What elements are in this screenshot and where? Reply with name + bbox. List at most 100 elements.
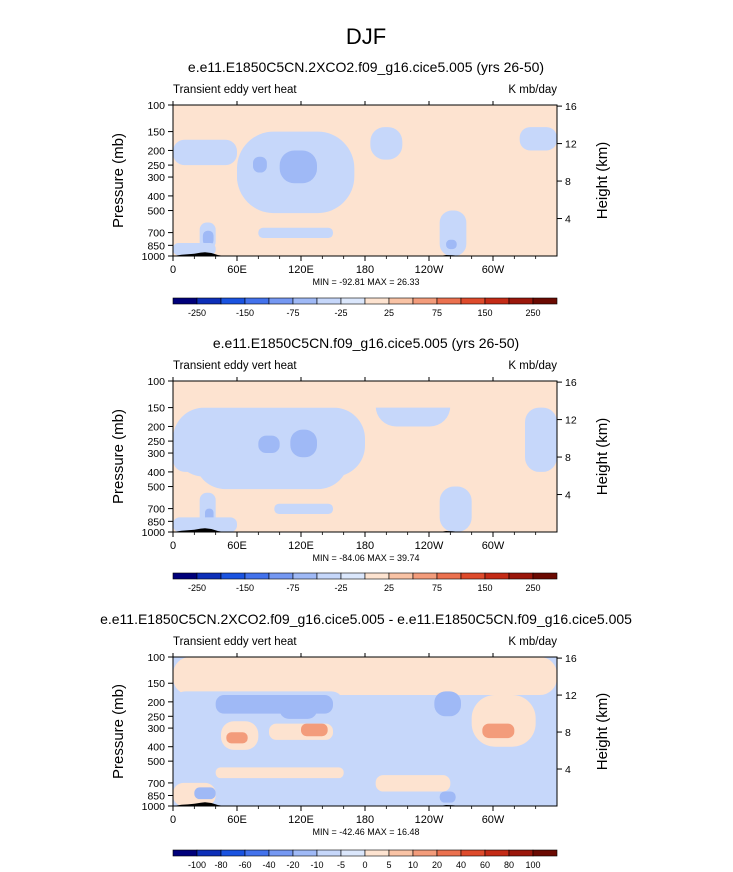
- colorbar-box: [388, 297, 414, 305]
- colorbar-label: 150: [477, 583, 492, 593]
- contour-region-13: [525, 407, 557, 472]
- colorbar-box: [412, 849, 438, 857]
- contour-region-13: [482, 723, 515, 739]
- contour-region-15: [194, 787, 216, 800]
- y2-tick-label: 12: [565, 415, 577, 427]
- y2-tick-label: 8: [565, 176, 571, 188]
- y-tick-label: 250: [147, 711, 165, 723]
- y-tick-label: 150: [147, 403, 165, 415]
- colorbar-label: -250: [188, 583, 206, 593]
- colorbar-box: [340, 849, 366, 857]
- contour-region-0: [173, 657, 557, 696]
- y-tick-label: 250: [147, 160, 165, 172]
- colorbar-box: [340, 297, 366, 305]
- x-tick-label: 180: [356, 540, 374, 552]
- y-tick-label: 700: [147, 228, 165, 240]
- colorbar-box: [196, 297, 222, 305]
- colorbar-box: [172, 849, 198, 857]
- colorbar-box: [364, 572, 390, 580]
- colorbar-label: 5: [386, 860, 391, 870]
- x-tick-label: 0: [170, 540, 176, 552]
- min-max-stats: MIN = -92.81 MAX = 26.33: [312, 277, 419, 287]
- colorbar-label: -60: [238, 860, 251, 870]
- panel-left-label: Transient eddy vert heat: [173, 636, 297, 648]
- colorbar-label: 250: [525, 583, 540, 593]
- colorbar-box: [436, 297, 462, 305]
- y2-tick-label: 4: [565, 764, 571, 776]
- colorbar-label: 25: [384, 308, 394, 318]
- panel-left-label: Transient eddy vert heat: [173, 84, 297, 96]
- y2-tick-label: 12: [565, 690, 577, 702]
- y-tick-label: 1000: [142, 527, 166, 539]
- y2-tick-label: 4: [565, 490, 571, 502]
- panel-title: e.e11.E1850C5CN.2XCO2.f09_g16.cice5.005 …: [100, 611, 632, 627]
- contour-region-9: [202, 230, 214, 246]
- y-tick-label: 150: [147, 127, 165, 139]
- x-tick-label: 60E: [227, 264, 247, 276]
- colorbar-label: -150: [236, 308, 254, 318]
- colorbar-label: -10: [310, 860, 323, 870]
- x-tick-label: 60E: [227, 540, 247, 552]
- y-tick-label: 150: [147, 678, 165, 690]
- y-tick-label: 200: [147, 697, 165, 709]
- panel-left-label: Transient eddy vert heat: [173, 360, 297, 372]
- x-tick-label: 0: [170, 264, 176, 276]
- contour-field: [173, 657, 557, 806]
- panel-top: e.e11.E1850C5CN.2XCO2.f09_g16.cice5.005 …: [110, 59, 611, 318]
- colorbar-box: [508, 572, 534, 580]
- y-tick-label: 850: [147, 790, 165, 802]
- contour-region-6: [290, 429, 317, 458]
- colorbar-label: 75: [432, 583, 442, 593]
- colorbar-box: [316, 849, 342, 857]
- contour-region-7: [253, 156, 267, 173]
- x-tick-label: 120E: [288, 814, 314, 826]
- min-max-stats: MIN = -84.06 MAX = 39.74: [312, 553, 419, 563]
- contour-region-11: [439, 210, 467, 256]
- y-tick-label: 500: [147, 756, 165, 768]
- x-tick-label: 120E: [288, 540, 314, 552]
- y-tick-label: 100: [147, 652, 165, 664]
- colorbar-label: -100: [188, 860, 206, 870]
- contour-region-11: [274, 503, 333, 515]
- contour-region-13: [258, 227, 333, 239]
- panel-right-label: K mb/day: [508, 360, 557, 372]
- y-axis-label: Pressure (mb): [110, 133, 127, 228]
- contour-region-7: [226, 732, 248, 744]
- contour-field: [173, 381, 557, 532]
- colorbar-box: [268, 849, 294, 857]
- colorbar-label: 80: [504, 860, 514, 870]
- colorbar: -250 -150 -75 -25 25 75 150 250: [172, 297, 558, 318]
- y-tick-label: 1000: [142, 801, 166, 813]
- colorbar-label: 150: [477, 308, 492, 318]
- colorbar-box: [532, 572, 558, 580]
- y-tick-label: 700: [147, 778, 165, 790]
- y2-tick-label: 16: [565, 101, 577, 113]
- x-tick-label: 120W: [415, 540, 444, 552]
- colorbar-label: -150: [236, 583, 254, 593]
- y-tick-label: 300: [147, 723, 165, 735]
- y2-axis-label: Height (km): [594, 142, 611, 220]
- contour-region-6: [279, 150, 317, 184]
- y2-axis-label: Height (km): [594, 693, 611, 771]
- panel-right-label: K mb/day: [508, 84, 557, 96]
- y-axis-label: Pressure (mb): [110, 684, 127, 779]
- y-tick-label: 400: [147, 191, 165, 203]
- colorbar-box: [268, 297, 294, 305]
- colorbar-box: [292, 849, 318, 857]
- panel-bottom: e.e11.E1850C5CN.2XCO2.f09_g16.cice5.005 …: [100, 611, 632, 870]
- colorbar-box: [244, 572, 270, 580]
- panel-right-label: K mb/day: [508, 636, 557, 648]
- colorbar-label: 75: [432, 308, 442, 318]
- panel-title: e.e11.E1850C5CN.2XCO2.f09_g16.cice5.005 …: [188, 59, 544, 75]
- colorbar-box: [412, 297, 438, 305]
- y-tick-label: 850: [147, 240, 165, 252]
- y-tick-label: 100: [147, 376, 165, 388]
- colorbar-box: [292, 297, 318, 305]
- colorbar-box: [412, 572, 438, 580]
- y-tick-label: 400: [147, 742, 165, 754]
- colorbar-box: [436, 849, 462, 857]
- colorbar-label: -40: [262, 860, 275, 870]
- colorbar-box: [316, 297, 342, 305]
- colorbar-box: [484, 849, 510, 857]
- colorbar-label: -80: [214, 860, 227, 870]
